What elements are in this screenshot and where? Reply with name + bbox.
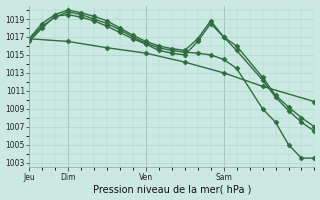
X-axis label: Pression niveau de la mer( hPa ): Pression niveau de la mer( hPa ) — [92, 184, 251, 194]
